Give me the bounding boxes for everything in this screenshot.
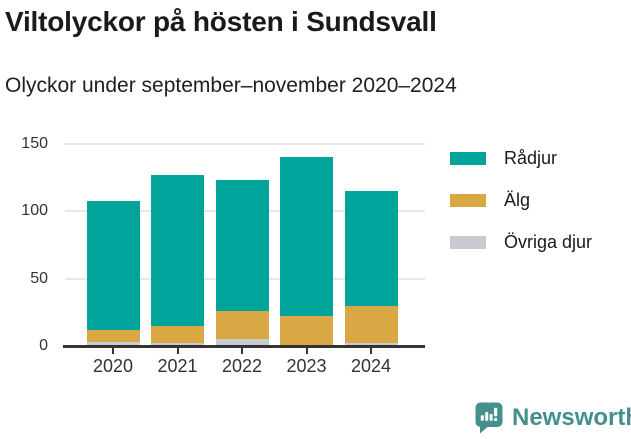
y-axis-label: 0	[39, 337, 48, 354]
x-axis-tick	[176, 347, 179, 354]
x-axis-label: 2020	[92, 356, 134, 376]
legend-item-ovriga-djur: Övriga djur	[450, 232, 592, 253]
bar-segment-2024-Övriga djur	[344, 343, 398, 346]
x-axis-line	[63, 345, 425, 348]
x-axis-label: 2023	[286, 356, 327, 376]
legend-item-radjur: Rådjur	[450, 148, 592, 169]
legend-label-radjur: Rådjur	[504, 148, 558, 168]
y-axis-label: 100	[21, 202, 48, 220]
legend: Rådjur Älg Övriga djur	[450, 148, 592, 274]
bar-segment-2022-Övriga djur	[215, 339, 269, 346]
bar-segment-2021-Övriga djur	[151, 343, 204, 346]
plot-area	[65, 143, 425, 346]
x-axis-tick	[241, 347, 243, 354]
y-axis-label: 150	[21, 135, 48, 152]
x-axis-label: 2022	[221, 356, 263, 376]
bar-segment-2022-Rådjur	[215, 180, 269, 311]
x-axis-label: 2024	[350, 356, 392, 376]
legend-label-alg: Älg	[504, 190, 531, 210]
chart-title: Viltolyckor på hösten i Sundsvall	[5, 6, 437, 37]
bar-segment-2024-Rådjur	[344, 191, 398, 306]
bar-segment-2022-Älg	[215, 311, 269, 340]
legend-item-alg: Älg	[450, 190, 592, 211]
brand-footer: Newsworthy	[474, 401, 631, 434]
bar-segment-2021-Rådjur	[151, 175, 204, 326]
newsworthy-logo-icon	[475, 402, 503, 434]
chart-subtitle: Olyckor under september–november 2020–20…	[5, 74, 457, 97]
legend-swatch-radjur	[450, 152, 486, 165]
x-axis-tick	[112, 347, 114, 354]
x-axis-tick	[370, 347, 372, 354]
legend-swatch-alg	[450, 194, 486, 207]
bar-segment-2020-Rådjur	[86, 200, 140, 330]
brand-name: Newsworthy	[512, 403, 631, 431]
bar-segment-2024-Älg	[344, 305, 398, 344]
y-axis-label: 50	[30, 269, 48, 287]
bar-segment-2020-Älg	[86, 329, 140, 342]
gridline-150	[65, 143, 425, 145]
legend-label-ovriga-djur: Övriga djur	[504, 232, 593, 252]
legend-swatch-ovriga-djur	[450, 236, 486, 249]
x-axis-label: 2021	[157, 356, 198, 376]
bar-segment-2021-Älg	[151, 325, 204, 344]
bar-segment-2023-Rådjur	[280, 157, 333, 317]
x-axis-tick	[305, 347, 308, 354]
bar-segment-2023-Älg	[280, 316, 333, 345]
bar-segment-2020-Övriga djur	[86, 341, 140, 346]
